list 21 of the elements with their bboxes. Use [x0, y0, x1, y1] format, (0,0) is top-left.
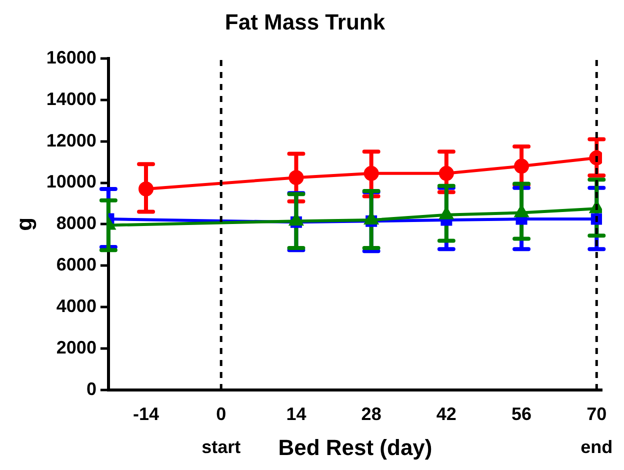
x-tick-label: 28 [361, 404, 382, 424]
x-tick-label: 70 [586, 404, 607, 424]
x-tick-label: 0 [216, 404, 226, 424]
y-axis-title: g [11, 217, 36, 231]
x-tick-label: -14 [133, 404, 160, 424]
x-tick-label: 42 [436, 404, 456, 424]
ref-line-label: end [580, 436, 613, 457]
y-tick-label: 0 [86, 378, 96, 399]
y-tick-label: 16000 [46, 47, 96, 68]
x-tick-label: 14 [286, 404, 306, 424]
y-tick-label: 14000 [46, 88, 96, 109]
chart-title: Fat Mass Trunk [224, 9, 386, 34]
y-tick-label: 6000 [56, 254, 96, 275]
y-tick-label: 10000 [46, 172, 96, 192]
x-axis-title: Bed Rest (day) [278, 434, 432, 460]
y-tick-label: 12000 [46, 130, 96, 150]
x-tick-label: 56 [512, 404, 532, 424]
ref-line-label: start [202, 436, 241, 457]
y-tick-label: 8000 [56, 213, 96, 234]
y-tick-label: 2000 [56, 338, 96, 358]
y-tick-label: 4000 [56, 296, 96, 316]
